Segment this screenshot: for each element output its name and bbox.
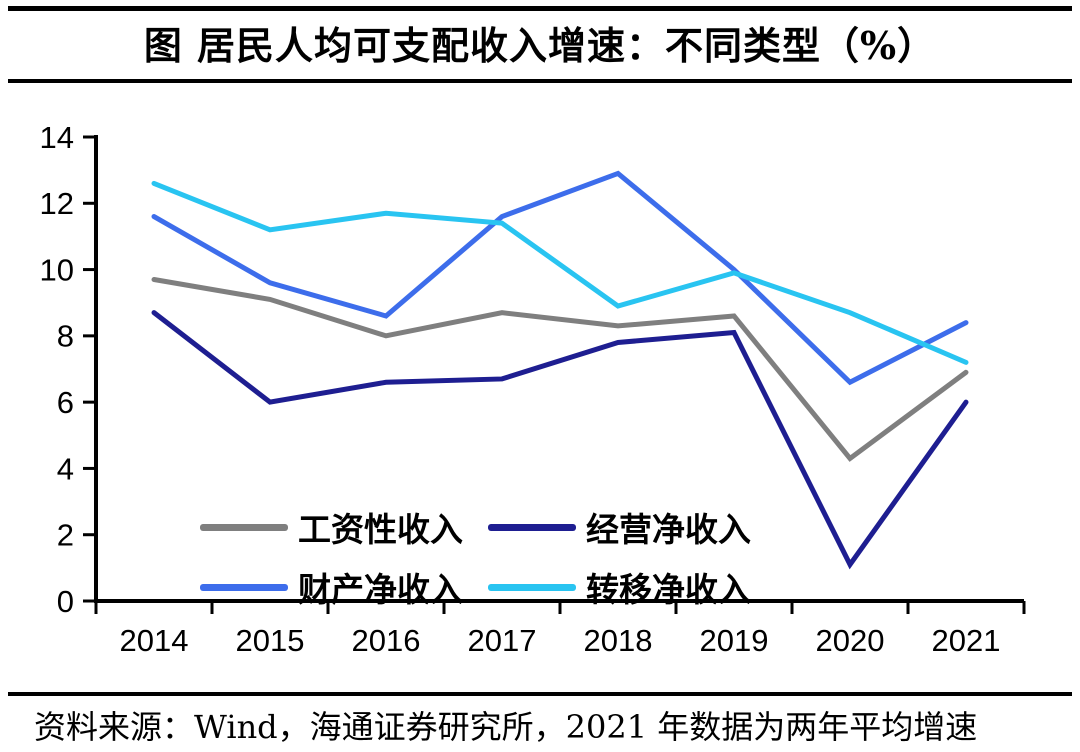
y-tick-label: 14 [40, 120, 74, 155]
series-line-property-net-income [151, 170, 969, 386]
line-chart-canvas: 0 2 4 6 8 10 12 14 2014 2015 2016 2017 2018 2019 2020 2… [40, 120, 1026, 658]
y-tick-label: 4 [57, 451, 74, 486]
legend-swatch-business-net-income [488, 523, 576, 531]
bottom-rule [8, 692, 1072, 696]
series-line-transfer-net-income [151, 180, 969, 365]
legend-swatch-wage-income [200, 523, 288, 531]
y-tick-label: 10 [40, 252, 74, 287]
series-line-wage-income [151, 277, 969, 462]
legend-item-transfer-net-income: 转移净收入 [488, 568, 751, 609]
x-tick-label: 2016 [352, 623, 421, 658]
top-rule [8, 6, 1072, 11]
y-tick-label: 12 [40, 186, 74, 221]
y-tick-label: 6 [57, 385, 74, 420]
legend-swatch-transfer-net-income [488, 583, 576, 591]
legend-item-business-net-income: 经营净收入 [488, 508, 751, 549]
x-tick-label: 2020 [816, 623, 885, 658]
legend-label-transfer-net-income: 转移净收入 [586, 570, 751, 609]
x-tick-label: 2019 [700, 623, 769, 658]
x-tick-label: 2021 [932, 623, 1001, 658]
x-tick-label: 2018 [584, 623, 653, 658]
figure-title: 图 居民人均可支配收入增速：不同类型（%） [143, 23, 937, 68]
x-tick-label: 2017 [468, 623, 537, 658]
series-line-business-net-income [151, 310, 969, 570]
x-tick-label: 2015 [236, 623, 305, 658]
title-divider-rule [8, 79, 1072, 83]
legend-item-property-net-income: 财产净收入 [200, 568, 463, 609]
legend-swatch-property-net-income [200, 583, 288, 591]
legend-item-wage-income: 工资性收入 [200, 508, 463, 549]
legend-label-business-net-income: 经营净收入 [586, 510, 751, 549]
legend-label-property-net-income: 财产净收入 [298, 570, 463, 609]
legend-label-wage-income: 工资性收入 [298, 510, 463, 549]
y-tick-label: 2 [57, 518, 74, 553]
source-note: 资料来源：Wind，海通证券研究所，2021 年数据为两年平均增速 [34, 708, 978, 746]
y-tick-label: 8 [57, 319, 74, 354]
y-tick-label: 0 [57, 584, 74, 619]
x-tick-label: 2014 [120, 623, 189, 658]
